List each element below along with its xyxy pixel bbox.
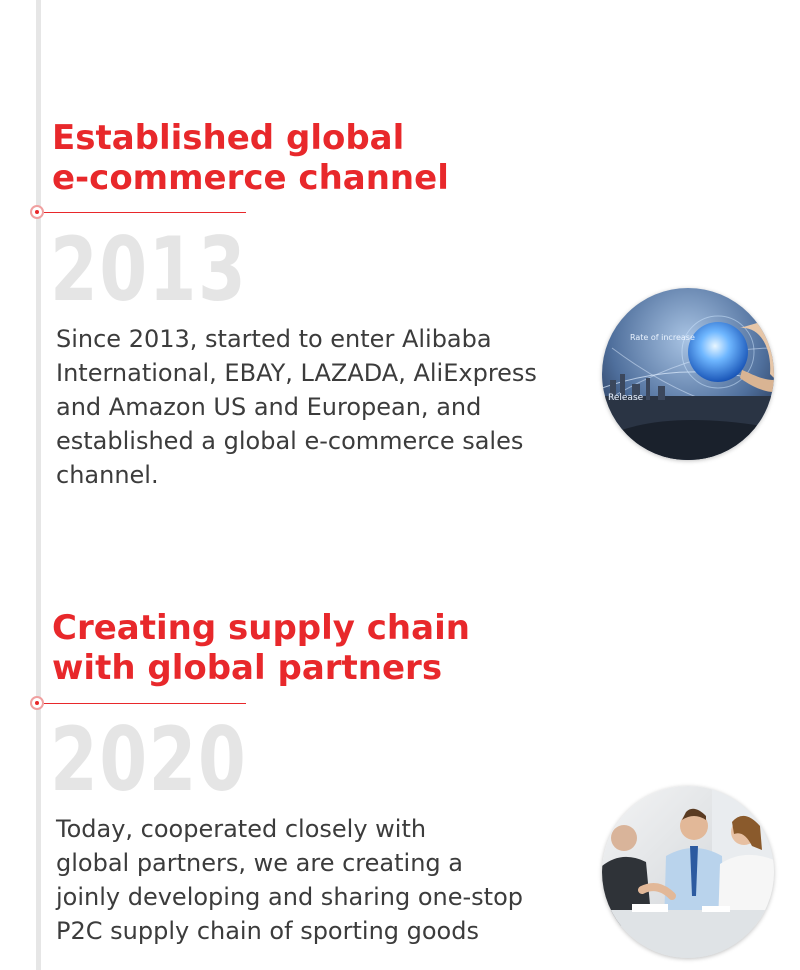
- milestone-description: Today, cooperated closely with global pa…: [56, 815, 523, 945]
- image-caption-2: Release: [608, 393, 644, 403]
- heading-line-2: e-commerce channel: [52, 158, 449, 198]
- milestone-heading: Established global e-commerce channel: [52, 118, 449, 198]
- globe-network-photo: Rate of increase Release: [602, 288, 774, 460]
- year-label: 2013: [50, 218, 248, 321]
- timeline-dot: [30, 205, 44, 219]
- heading-line-1: Established global: [52, 118, 405, 158]
- timeline-dot-line: [44, 212, 246, 213]
- heading-line-2: with global partners: [52, 648, 443, 688]
- milestone-heading: Creating supply chain with global partne…: [52, 608, 470, 688]
- image-caption-1: Rate of increase: [630, 333, 695, 342]
- timeline-dot-line: [44, 703, 246, 704]
- business-meeting-photo: [602, 786, 774, 958]
- heading-line-1: Creating supply chain: [52, 608, 470, 648]
- timeline-line: [36, 0, 41, 970]
- timeline-dot: [30, 696, 44, 710]
- milestone-description: Since 2013, started to enter Alibaba Int…: [56, 325, 537, 489]
- year-label: 2020: [50, 708, 248, 811]
